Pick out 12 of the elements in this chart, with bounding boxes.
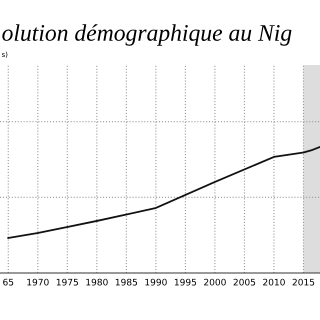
x-tick-label: 1980 [86, 278, 108, 286]
x-tick-label: 1990 [145, 278, 167, 286]
x-tick-label: 1975 [56, 278, 78, 286]
chart-title: olution démographique au Nig [2, 24, 292, 46]
x-tick-label: 1995 [174, 278, 196, 286]
x-tick-label: 1970 [27, 278, 49, 286]
x-tick-label: 2010 [263, 278, 285, 286]
x-tick-label: 2000 [204, 278, 226, 286]
x-tick-label: 1985 [116, 278, 138, 286]
x-tick-label: 2015 [292, 278, 314, 286]
x-tick-label: 65 [3, 278, 14, 286]
x-tick-label: 2005 [234, 278, 256, 286]
